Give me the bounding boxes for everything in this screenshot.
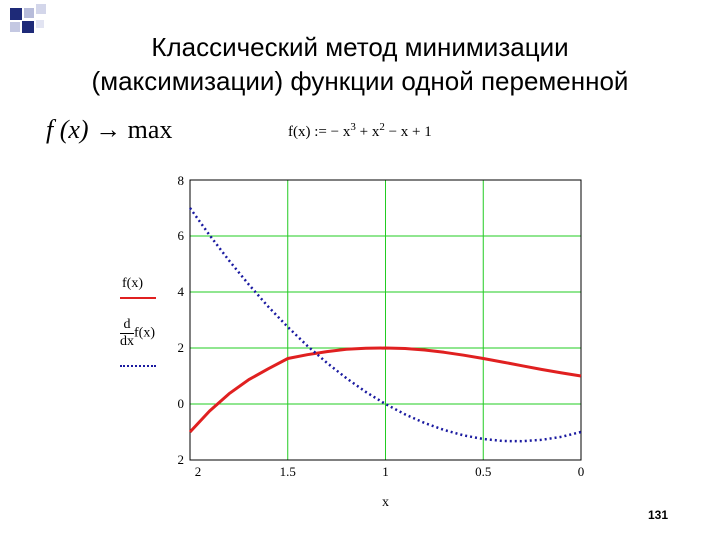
x-tick-label-0: 2 (195, 464, 202, 479)
corner-square-light-3 (10, 22, 20, 32)
x-tick-label-3: 0.5 (475, 464, 491, 479)
optimization-goal: f (x) → max (46, 115, 172, 145)
y-tick-label-3: 4 (178, 284, 185, 299)
corner-square-light-1 (24, 8, 34, 18)
function-definition: f(x) := − x3 + x2 − x + 1 (288, 121, 432, 141)
plot-frame (189, 179, 582, 461)
y-tick-label-4: 6 (178, 228, 185, 243)
def-plus2: + (412, 124, 421, 140)
series-line-1 (188, 207, 582, 443)
legend-label-derivative: d dx f(x) (120, 317, 155, 350)
def-plus1: + (359, 124, 369, 140)
def-exp2: 2 (379, 121, 385, 133)
y-tick-label-0: 2 (178, 452, 185, 467)
def-x3: x (400, 124, 409, 140)
def-x2: x (371, 124, 380, 140)
y-tick-label-2: 2 (178, 340, 185, 355)
page-number: 131 (648, 508, 669, 522)
goal-max: max (127, 115, 173, 144)
x-axis-label: x (382, 495, 389, 510)
corner-square-light-4 (36, 20, 44, 28)
legend-derivative-fraction: d dx (120, 317, 134, 350)
legend-derivative-den: dx (120, 334, 134, 349)
slide-title-line-2: (максимизации) функции одной переменной (91, 66, 629, 96)
legend-derivative-fx: f(x) (134, 325, 155, 341)
corner-square-dark-1 (10, 8, 22, 20)
corner-square-dark-2 (22, 21, 34, 33)
slide-title: Классический метод минимизации (максимиз… (0, 30, 720, 98)
corner-square-light-2 (36, 4, 46, 14)
slide-title-line-1: Классический метод минимизации (151, 32, 569, 62)
def-minus: − (330, 124, 340, 140)
legend-line-derivative (120, 365, 156, 367)
y-tick-label-1: 0 (178, 396, 185, 411)
goal-arrow: → (95, 115, 122, 144)
legend-derivative-num: d (120, 317, 134, 334)
goal-function: f (x) (46, 115, 89, 144)
def-one: 1 (424, 124, 432, 140)
legend-line-f (120, 297, 156, 299)
x-tick-label-2: 1 (382, 464, 389, 479)
legend-label-f: f(x) (122, 276, 143, 291)
def-exp3: 3 (350, 121, 356, 133)
y-tick-label-5: 8 (178, 173, 185, 188)
x-tick-label-1: 1.5 (280, 464, 296, 479)
def-x1: x (342, 124, 351, 140)
def-minus2: − (388, 124, 398, 140)
def-lhs: f(x) := (288, 124, 327, 140)
x-tick-label-4: 0 (578, 464, 585, 479)
